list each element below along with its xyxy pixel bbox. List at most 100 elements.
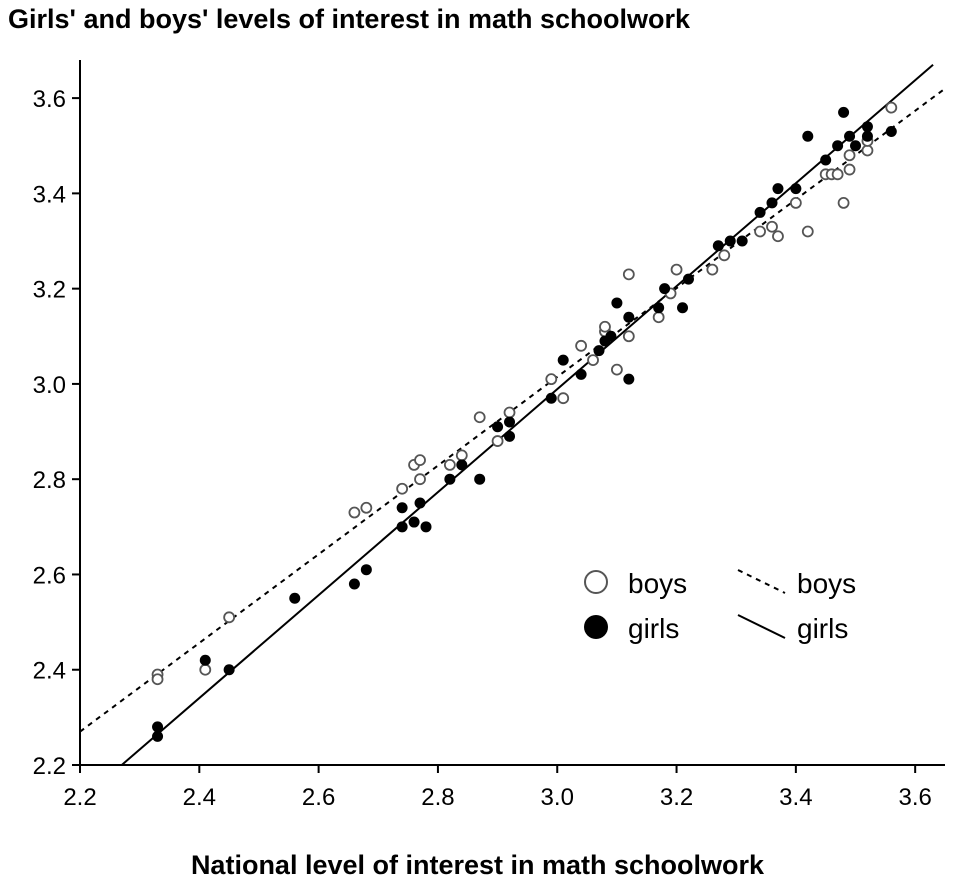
legend-girls-line-icon — [737, 614, 786, 639]
point-boys — [223, 611, 236, 624]
point-boys — [718, 249, 731, 262]
point-boys — [151, 673, 164, 686]
y-tick-label: 2.6 — [33, 562, 66, 589]
point-girls — [593, 345, 605, 357]
point-boys — [414, 454, 426, 467]
point-girls — [414, 497, 426, 509]
point-boys — [348, 506, 361, 519]
fit-line-girls — [121, 64, 934, 766]
point-boys — [199, 663, 212, 676]
x-tick-label: 2.6 — [302, 784, 335, 811]
point-boys — [772, 230, 784, 243]
x-tick-label: 3.2 — [660, 784, 693, 811]
point-girls — [659, 283, 671, 295]
point-girls — [152, 721, 164, 733]
y-tick-label: 2.4 — [33, 658, 66, 685]
legend-boys-line-label: boys — [797, 568, 856, 599]
point-boys — [414, 473, 426, 486]
axes: 2.2 2.4 2.6 2.8 3.0 3.2 3.4 3.6 2.2 2.4 2.6 2.8 3.0 3… — [33, 60, 945, 811]
point-girls — [408, 516, 420, 528]
point-boys — [789, 197, 802, 209]
point-boys — [455, 449, 468, 462]
point-girls — [504, 430, 516, 442]
point-girls — [504, 416, 516, 428]
point-girls — [653, 302, 665, 314]
point-girls — [199, 654, 211, 666]
legend: boys girls boys girls — [584, 568, 856, 644]
y-tick-label: 3.6 — [33, 86, 66, 113]
point-girls — [724, 235, 736, 247]
point-girls — [289, 592, 301, 604]
point-boys — [575, 339, 588, 352]
point-boys — [557, 392, 570, 405]
point-girls — [444, 473, 456, 485]
point-boys — [545, 373, 558, 386]
legend-girls-marker-label: girls — [628, 613, 679, 644]
point-girls — [861, 121, 873, 133]
point-boys — [652, 311, 665, 324]
x-tick-label: 2.8 — [421, 784, 454, 811]
point-girls — [766, 197, 778, 209]
point-girls — [832, 140, 844, 152]
point-girls — [850, 140, 862, 152]
point-girls — [575, 368, 587, 380]
point-boys — [473, 411, 486, 424]
x-tick-label: 3.0 — [541, 784, 574, 811]
point-girls — [420, 521, 432, 533]
point-girls — [152, 730, 164, 742]
point-girls — [677, 302, 689, 314]
point-boys — [843, 149, 856, 162]
point-boys — [861, 144, 874, 157]
point-girls — [545, 392, 557, 404]
x-axis-label: National level of interest in math schoo… — [190, 850, 765, 880]
y-tick-label: 3.2 — [33, 277, 66, 304]
point-boys — [360, 501, 373, 514]
legend-boys-line-icon — [737, 569, 786, 594]
point-girls — [844, 130, 856, 142]
point-boys — [491, 435, 504, 447]
point-girls — [474, 473, 486, 485]
chart-title: Girls' and boys' levels of interest in m… — [8, 4, 691, 34]
point-boys — [885, 101, 898, 114]
point-girls — [348, 578, 360, 590]
point-girls — [223, 664, 235, 676]
legend-girls-marker-icon — [584, 615, 608, 639]
point-boys — [754, 225, 766, 238]
point-girls — [682, 273, 694, 285]
point-boys — [610, 363, 623, 376]
point-boys — [837, 197, 850, 209]
point-girls — [492, 421, 504, 433]
point-girls — [838, 106, 850, 118]
point-girls — [623, 311, 635, 323]
y-tick-label: 3.0 — [33, 372, 66, 399]
point-girls — [611, 297, 623, 309]
point-boys — [670, 263, 683, 276]
x-tick-label: 3.4 — [779, 784, 812, 811]
point-boys — [599, 320, 611, 333]
point-girls — [623, 373, 635, 385]
y-tick-label: 3.4 — [33, 181, 66, 208]
point-boys — [706, 263, 719, 276]
point-girls — [754, 206, 766, 218]
point-girls — [736, 235, 748, 247]
legend-girls-line-label: girls — [797, 613, 848, 644]
point-boys — [622, 330, 635, 343]
x-tick-label: 3.6 — [898, 784, 931, 811]
point-boys — [801, 225, 814, 238]
point-girls — [712, 240, 724, 252]
point-girls — [360, 564, 372, 576]
point-boys — [831, 168, 844, 181]
point-boys — [587, 354, 599, 367]
legend-boys-marker-icon — [584, 570, 608, 594]
point-boys — [766, 220, 778, 233]
legend-boys-marker-label: boys — [628, 568, 687, 599]
point-girls — [396, 502, 408, 514]
point-boys — [443, 458, 456, 471]
x-tick-label: 2.4 — [183, 784, 216, 811]
point-girls — [557, 354, 569, 366]
point-boys — [843, 163, 856, 176]
data-points — [151, 101, 898, 742]
point-girls — [396, 521, 408, 533]
point-girls — [790, 183, 802, 195]
